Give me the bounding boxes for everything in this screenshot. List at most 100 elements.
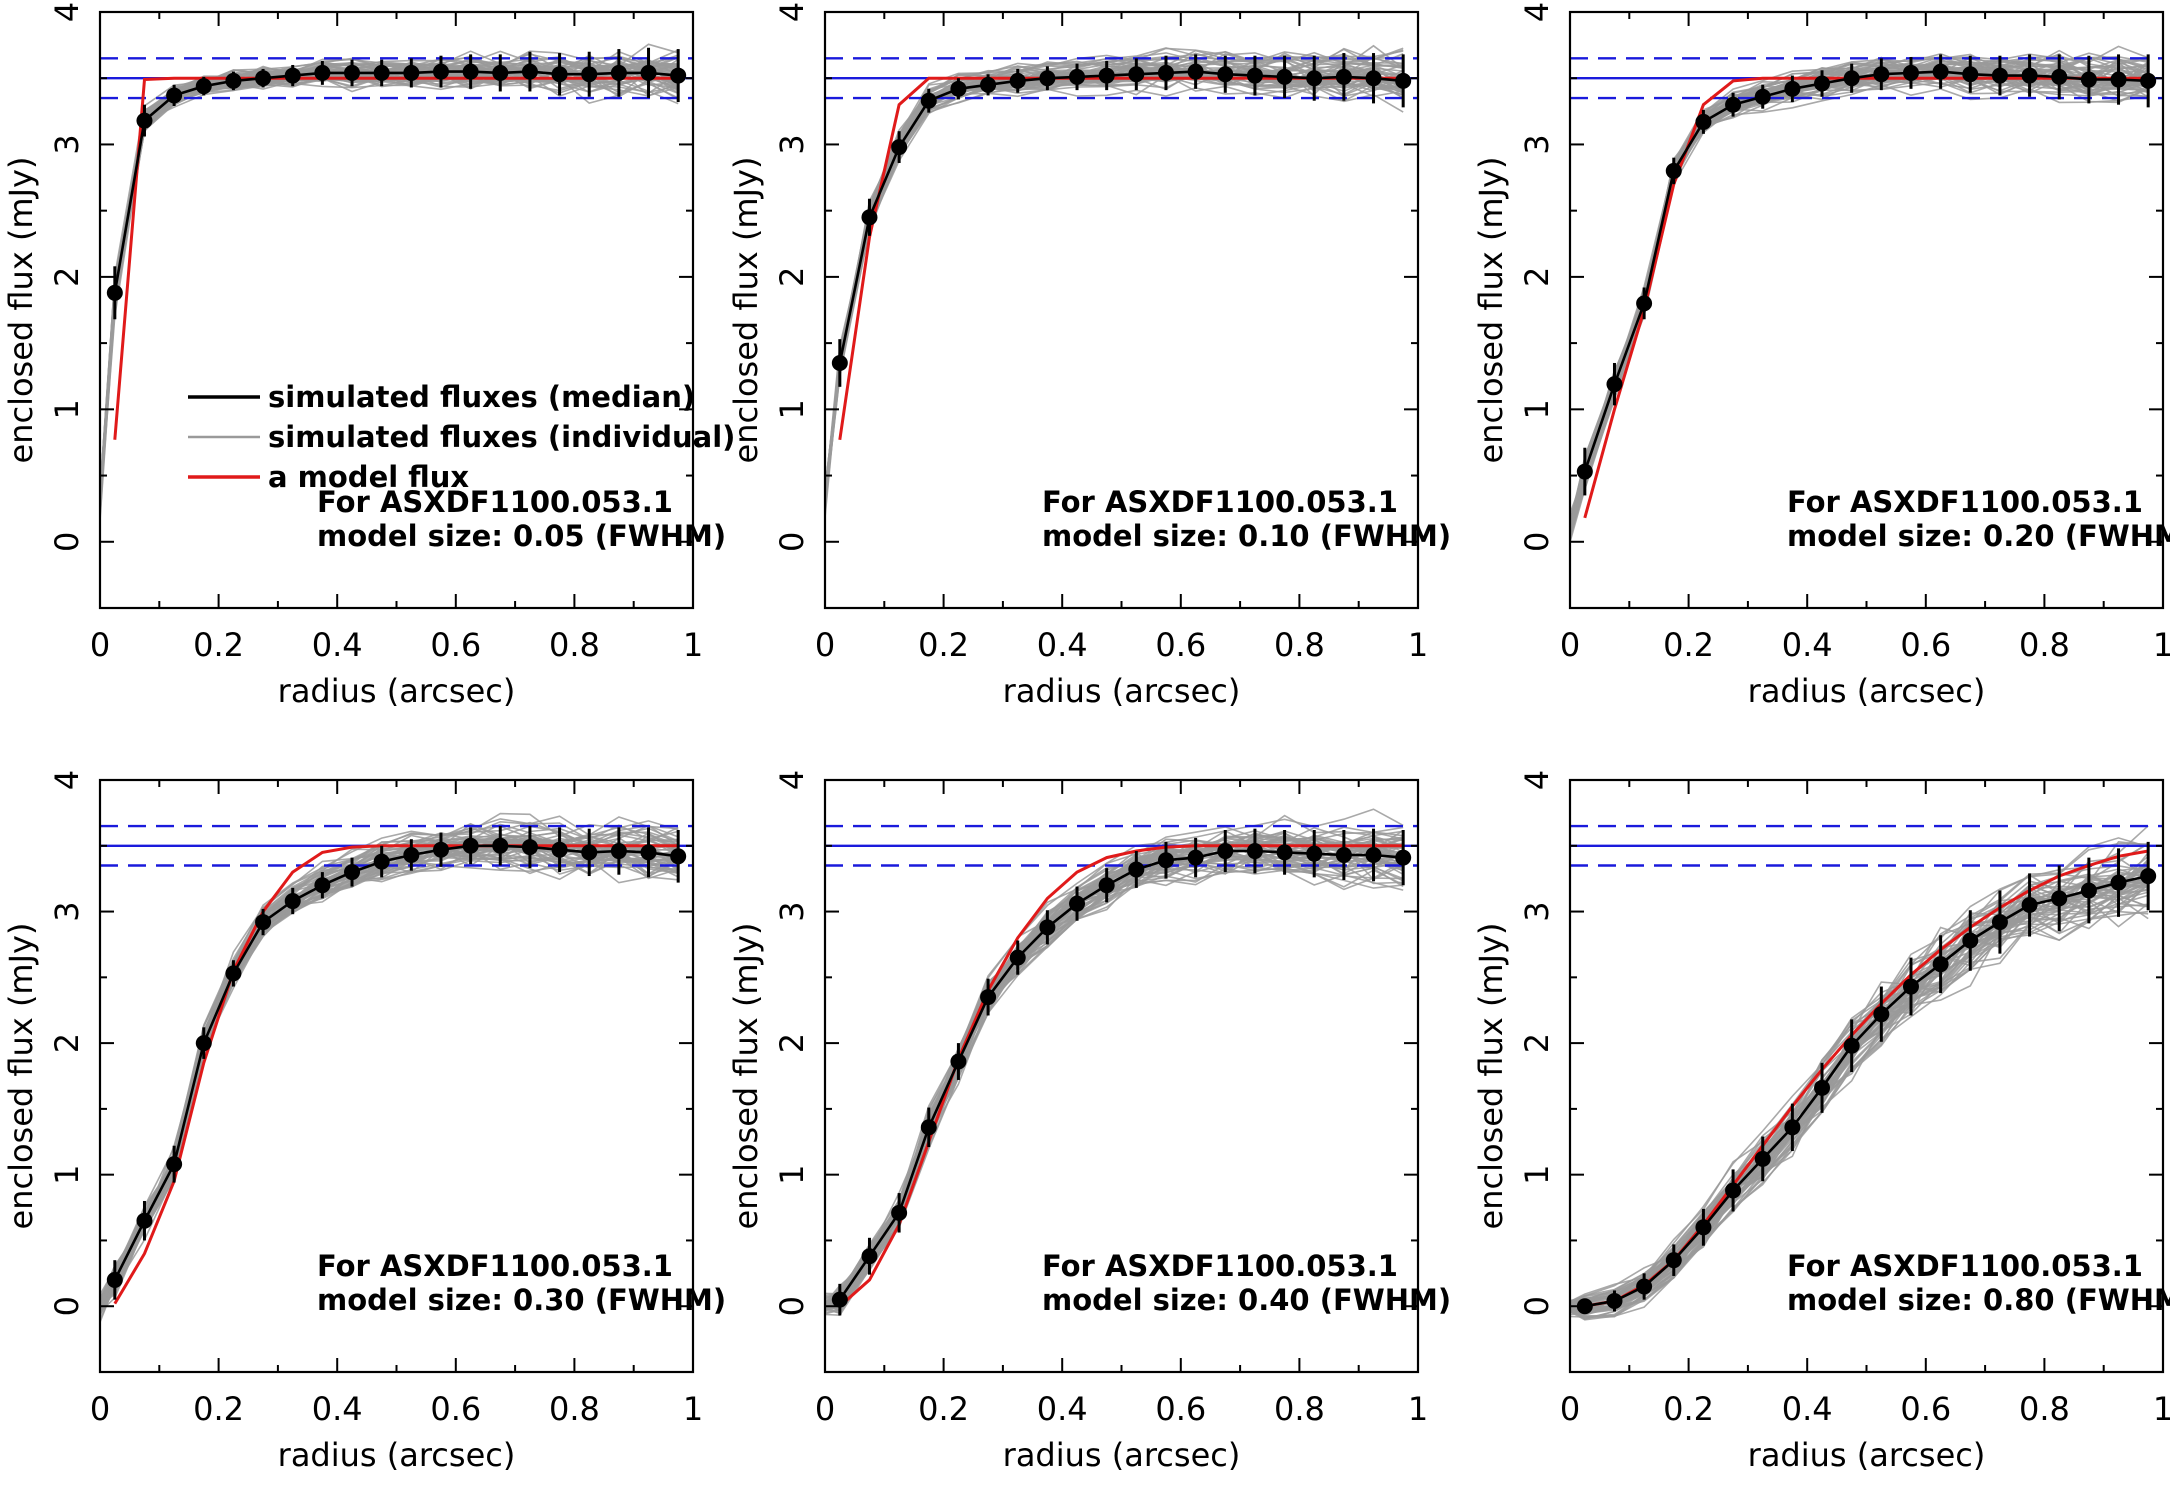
median-point	[1725, 96, 1742, 113]
median-point	[1902, 64, 1919, 81]
median-point	[1606, 1292, 1623, 1309]
individual-curve	[1570, 878, 2149, 1312]
median-point	[1009, 72, 1026, 89]
individual-curve	[100, 824, 679, 1305]
median-point	[670, 848, 687, 865]
median-point	[1039, 919, 1056, 936]
individual-curve	[1570, 878, 2149, 1313]
median-point	[1784, 80, 1801, 97]
median-point	[1009, 949, 1026, 966]
individual-curve	[100, 856, 679, 1309]
median-point	[432, 63, 449, 80]
y-tick-label: 1	[773, 1164, 811, 1184]
y-axis: 0 1 2 3 4 enclosed flux (mJy)	[1472, 2, 2163, 609]
y-tick-label: 0	[48, 1296, 86, 1316]
individual-curve	[1570, 78, 2149, 536]
median-point	[920, 1119, 937, 1136]
individual-curves	[1570, 45, 2149, 543]
y-axis-label: enclosed flux (mJy)	[727, 157, 765, 464]
median-point	[462, 837, 479, 854]
median-point	[861, 209, 878, 226]
individual-curve	[825, 851, 1404, 1310]
median-point	[1187, 849, 1204, 866]
y-tick-label: 1	[773, 399, 811, 419]
median-point	[1157, 852, 1174, 869]
median-point	[2021, 67, 2038, 84]
individual-curve	[1570, 63, 2149, 529]
median-point	[462, 63, 479, 80]
model-flux-line	[838, 76, 1404, 441]
median-point	[106, 284, 123, 301]
median-point	[1843, 70, 1860, 87]
x-tick-label: 0.6	[1900, 626, 1951, 664]
median-point	[1128, 861, 1145, 878]
individual-curve	[825, 838, 1404, 1303]
median-point	[1306, 845, 1323, 862]
median-point	[2140, 868, 2157, 885]
individual-curve	[1570, 868, 2149, 1303]
median-point	[1814, 75, 1831, 92]
individual-curve	[1570, 58, 2149, 527]
median-point	[891, 1204, 908, 1221]
individual-curve	[1570, 910, 2149, 1320]
individual-curve	[1570, 56, 2149, 531]
individual-curve	[1570, 884, 2149, 1311]
individual-curve	[825, 841, 1404, 1305]
individual-curve	[1570, 66, 2149, 522]
individual-curve	[1570, 64, 2149, 533]
median-point	[1246, 67, 1263, 84]
individual-curve	[1570, 888, 2149, 1311]
individual-curve	[1570, 55, 2149, 528]
individual-curve	[825, 836, 1404, 1304]
median-point	[1962, 66, 1979, 83]
individual-curve	[1570, 56, 2149, 525]
median-point	[950, 1053, 967, 1070]
individual-curve	[1570, 70, 2149, 530]
x-tick-label: 0.2	[1663, 626, 1714, 664]
y-axis: 0 1 2 3 4 enclosed flux (mJy)	[2, 2, 693, 609]
model-size-annotation: model size: 0.40 (FWHM)	[1042, 1283, 1451, 1317]
median-point	[1991, 67, 2008, 84]
individual-curve	[825, 74, 1404, 491]
individual-curve	[100, 826, 679, 1300]
individual-curve	[1570, 878, 2149, 1309]
median-point	[1069, 895, 1086, 912]
median-point	[1962, 932, 1979, 949]
individual-curve	[100, 837, 679, 1313]
individual-curve	[1570, 66, 2149, 530]
individual-curve	[1570, 60, 2149, 521]
median-point	[373, 853, 390, 870]
individual-curve	[100, 839, 679, 1320]
individual-curve	[825, 832, 1404, 1308]
median-point	[1576, 463, 1593, 480]
individual-curve	[1570, 53, 2149, 525]
individual-curve	[1570, 72, 2149, 538]
median-point	[225, 72, 242, 89]
individual-curve	[100, 847, 679, 1313]
individual-curve	[1570, 77, 2149, 533]
median-point	[1217, 66, 1234, 83]
x-tick-label: 0.2	[193, 1390, 244, 1428]
plot-area	[825, 808, 1418, 1317]
individual-curve	[1570, 62, 2149, 539]
median-point	[1276, 68, 1293, 85]
source-annotation: For ASXDF1100.053.1	[1787, 485, 2143, 519]
individual-curve	[825, 852, 1404, 1315]
median-point	[403, 846, 420, 863]
individual-curve	[1570, 58, 2149, 514]
median-point	[640, 844, 657, 861]
y-tick-label: 4	[48, 770, 86, 790]
median-point	[1814, 1079, 1831, 1096]
individual-curve	[100, 820, 679, 1300]
individual-curve	[1570, 52, 2149, 528]
median-point	[314, 64, 331, 81]
y-axis: 0 1 2 3 4 enclosed flux (mJy)	[727, 770, 1418, 1373]
individual-curve	[825, 849, 1404, 1309]
y-tick-label: 3	[773, 134, 811, 154]
model-size-annotation: model size: 0.10 (FWHM)	[1042, 519, 1451, 553]
median-point	[1335, 846, 1352, 863]
y-axis-label: enclosed flux (mJy)	[727, 923, 765, 1230]
x-axis: 0 0.2 0.4 0.6 0.8 1 radius (arcsec)	[815, 12, 1428, 710]
median-point	[1902, 978, 1919, 995]
individual-curve	[1570, 53, 2149, 541]
